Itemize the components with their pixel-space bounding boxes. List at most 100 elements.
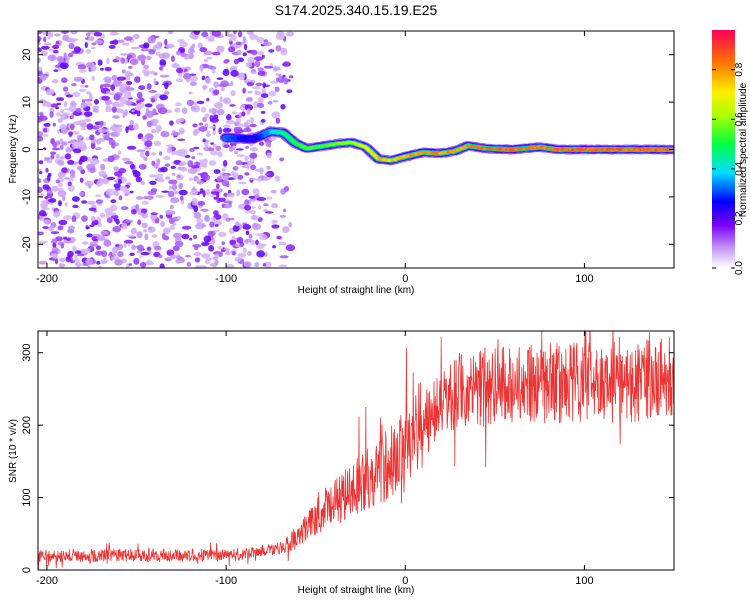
noise-blob [202,84,208,90]
noise-blob [100,67,104,71]
noise-blob [189,190,198,196]
noise-blob [150,212,158,216]
noise-blob [195,265,201,268]
noise-blob [58,219,68,226]
noise-blob [232,251,236,256]
noise-blob [146,120,153,128]
noise-blob [210,142,214,145]
noise-blob [58,263,66,268]
noise-blob [130,163,135,170]
noise-blob [245,210,254,214]
noise-blob [158,53,166,59]
chart-title: S174.2025.340.15.19.E25 [275,2,438,18]
noise-blob [176,50,181,56]
noise-blob [73,148,82,154]
noise-blob [123,242,127,248]
x-tick-label: -200 [36,575,58,587]
signal-track [219,126,674,166]
noise-blob [119,83,128,89]
noise-blob [202,158,209,165]
noise-blob [252,188,260,196]
noise-blob [180,167,188,172]
noise-blob [103,76,112,82]
noise-blob [68,178,74,182]
noise-blob [155,194,165,198]
noise-blob [171,150,176,156]
noise-blob [166,249,175,256]
colorbar-gradient [712,30,735,268]
noise-blob [43,122,51,127]
noise-blob [120,258,127,264]
noise-blob [197,152,203,156]
y-tick-label: 0 [21,146,33,152]
noise-blob [130,227,137,235]
noise-blob [90,143,96,150]
noise-blob [283,186,290,192]
noise-blob [121,157,131,161]
noise-blob [67,184,75,192]
noise-blob [222,159,228,167]
noise-blob [164,82,169,90]
noise-blob [67,52,74,58]
y-tick-label: 100 [21,488,33,506]
noise-blob [38,39,41,43]
noise-blob [42,134,49,137]
noise-blob [143,48,148,52]
noise-blob [105,101,109,106]
noise-blob [236,237,244,244]
noise-blob [68,42,75,50]
noise-blob [216,77,224,80]
noise-blob [140,212,144,216]
noise-blob [257,51,265,56]
noise-blob [70,31,78,35]
noise-blob [146,259,151,266]
noise-blob [221,168,226,172]
noise-blob [94,39,104,45]
noise-blob [77,165,83,171]
noise-blob [188,52,194,60]
noise-blob [236,189,241,197]
noise-blob [76,134,83,140]
noise-blob [178,182,183,189]
noise-blob [252,86,261,90]
noise-blob [59,124,67,131]
noise-blob [99,120,104,126]
noise-blob [278,264,288,268]
noise-blob [206,56,213,60]
noise-blob [252,223,262,231]
noise-blob [262,82,266,89]
noise-blob [256,102,265,108]
noise-blob [222,127,232,133]
noise-blob [209,114,214,121]
noise-blob [131,208,137,215]
noise-blob [216,45,225,53]
noise-blob [233,126,243,134]
noise-blob [250,49,258,56]
noise-blob [178,148,188,154]
noise-blob [38,260,48,265]
x-tick-label: 0 [402,575,408,587]
noise-blob [275,72,279,77]
noise-blob [206,188,210,196]
noise-blob [242,36,247,44]
noise-blob [257,70,266,76]
noise-blob [73,46,81,53]
noise-blob [175,256,183,260]
noise-blob [212,89,220,95]
noise-blob [264,173,272,176]
noise-blob [215,145,222,152]
x-tick-label: 100 [575,575,593,587]
noise-blob [105,105,112,113]
noise-blob [221,241,226,246]
noise-blob [189,75,198,83]
noise-blob [44,196,49,200]
noise-blob [72,91,81,98]
noise-blob [143,147,152,150]
noise-blob [177,174,181,178]
noise-blob [262,41,273,47]
noise-blob [171,131,181,137]
noise-blob [206,130,211,134]
x-tick-label: -200 [36,273,58,285]
noise-blob [89,134,95,141]
noise-blob [159,59,167,66]
